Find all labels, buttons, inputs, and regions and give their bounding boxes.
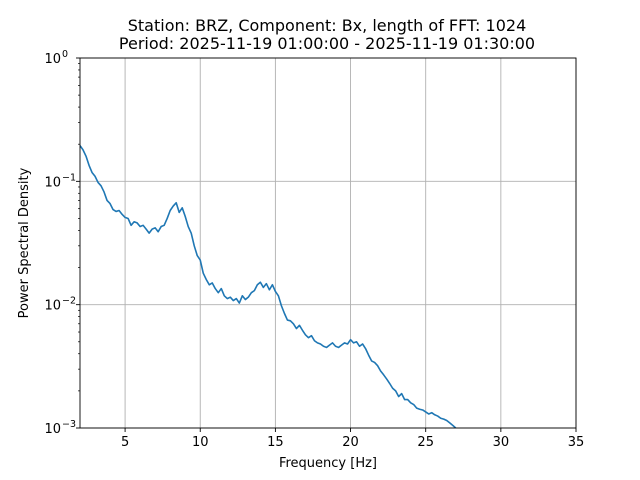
x-tick-label: 5 <box>121 435 129 450</box>
x-tick-label: 35 <box>568 435 585 450</box>
plot-frame <box>79 57 577 429</box>
y-tick-label: 10 <box>44 422 61 437</box>
x-axis-label: Frequency [Hz] <box>279 456 377 471</box>
y-axis-label: Power Spectral Density <box>17 167 32 318</box>
x-tick-label: 10 <box>192 435 209 450</box>
x-tick-label: 25 <box>417 435 434 450</box>
y-tick-exponent: −1 <box>62 172 76 183</box>
series-line-bx <box>80 145 457 428</box>
x-tick-label: 30 <box>493 435 510 450</box>
x-tick-label: 15 <box>267 435 284 450</box>
y-tick-label: 10 <box>44 175 61 190</box>
chart-title-line-1: Station: BRZ, Component: Bx, length of F… <box>128 16 527 35</box>
y-tick-label: 10 <box>44 52 61 67</box>
x-tick-label: 20 <box>342 435 359 450</box>
y-tick-label: 10 <box>44 299 61 314</box>
x-axis-ticks: 5 10 15 20 25 30 35 <box>121 428 584 450</box>
y-tick-exponent: 0 <box>62 49 68 60</box>
chart-title-line-2: Period: 2025-11-19 01:00:00 - 2025-11-19… <box>119 34 535 53</box>
y-tick-exponent: −3 <box>62 419 76 430</box>
y-tick-exponent: −2 <box>62 296 76 307</box>
